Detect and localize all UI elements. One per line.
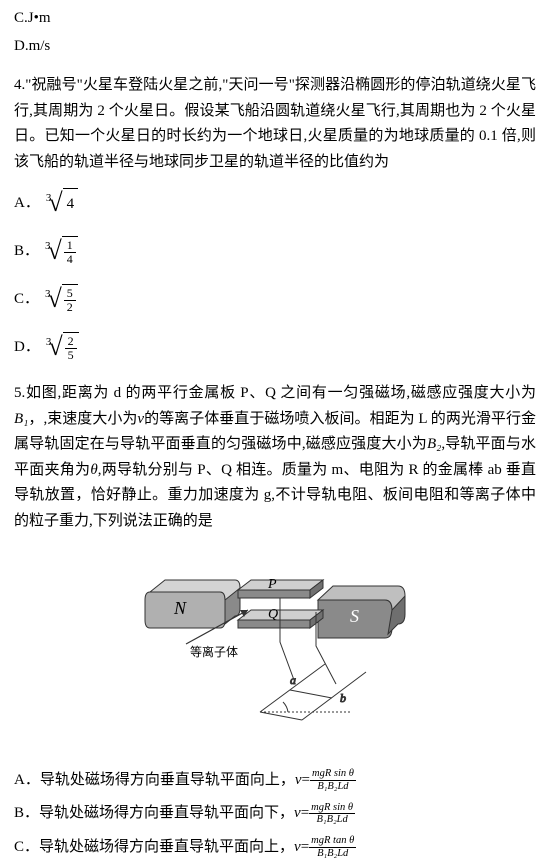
ans-a-eq: = (302, 768, 310, 794)
q5-answer-a: A．导轨处磁场得方向垂直导轨平面向上， v = mgR sin θ B₁B₂Ld (14, 768, 536, 794)
q5-p2: ,束速度大小为 (43, 411, 137, 427)
s-label: S (350, 606, 359, 626)
q5-p1: 5.如图,距离为 d 的两平行金属板 P、Q 之间有一匀强磁场,磁感应强度大小为 (14, 385, 536, 401)
q5-illustration: N S P Q 等离子体 (14, 552, 536, 742)
frac-num: 2 (65, 335, 77, 349)
frac-num: 1 (64, 239, 76, 253)
radical-sign: √ (48, 329, 62, 367)
q5-answer-c: C．导轨处磁场得方向垂直导轨平面向上， v = mgR tan θ B₁B₂Ld (14, 835, 536, 861)
p-label: P (267, 577, 277, 592)
q4-c-label: C． (14, 287, 39, 313)
q4-b-label: B． (14, 239, 39, 265)
ans-b-text: B．导轨处磁场得方向垂直导轨平面向下， (14, 801, 294, 827)
q4-option-d: D． 3 √ 2 5 (14, 329, 536, 367)
radical-d: 3 √ 2 5 (46, 329, 79, 367)
q5-text: 5.如图,距离为 d 的两平行金属板 P、Q 之间有一匀强磁场,磁感应强度大小为… (14, 381, 536, 534)
q4-d-label: D． (14, 335, 40, 361)
ans-b-den: B₁B₂Ld (317, 814, 348, 825)
ans-a-num: mgR sin θ (312, 768, 354, 779)
ans-c-text: C．导轨处磁场得方向垂直导轨平面向上， (14, 835, 294, 861)
n-label: N (173, 598, 187, 618)
q5-b2: B₂ (427, 436, 441, 452)
n-block: N (145, 580, 240, 628)
plasma-label: 等离子体 (190, 644, 238, 659)
ans-b-num: mgR sin θ (311, 802, 353, 813)
ans-c-frac: mgR tan θ B₁B₂Ld (309, 835, 356, 859)
ans-a-frac: mgR sin θ B₁B₂Ld (310, 768, 356, 792)
ans-b-frac: mgR sin θ B₁B₂Ld (309, 802, 355, 826)
q4-text: 4."祝融号"火星车登陆火星之前,"天问一号"探测器沿椭圆形的停泊轨道绕火星飞行… (14, 73, 536, 175)
ans-a-v: v (295, 768, 302, 794)
frac-den: 4 (64, 253, 76, 266)
ans-b-v: v (294, 801, 301, 827)
q5-answer-b: B．导轨处磁场得方向垂直导轨平面向下， v = mgR sin θ B₁B₂Ld (14, 801, 536, 827)
q4-option-b: B． 3 √ 1 4 (14, 233, 536, 271)
q4-option-a: A． 3 √ 4 (14, 185, 536, 223)
frac-num: 5 (64, 287, 76, 301)
radical-b: 3 √ 1 4 (45, 233, 78, 271)
q5-b1: B₁ (14, 411, 28, 427)
q4-a-label: A． (14, 191, 40, 217)
q5-theta: θ (90, 462, 97, 478)
b-label: b (340, 691, 346, 705)
ans-c-num: mgR tan θ (311, 835, 354, 846)
radical-sign: √ (48, 185, 62, 223)
q4-option-c: C． 3 √ 5 2 (14, 281, 536, 319)
fraction: 2 5 (65, 335, 77, 362)
radical-sign: √ (48, 233, 62, 271)
radicand-value: 4 (65, 192, 77, 218)
radicand: 2 5 (63, 332, 79, 364)
frac-den: 5 (65, 349, 77, 362)
s-block: S (318, 586, 405, 638)
fraction: 1 4 (64, 239, 76, 266)
ans-c-eq: = (301, 835, 309, 861)
ans-b-eq: = (301, 801, 309, 827)
option-d: D.m/s (14, 34, 536, 60)
radicand: 5 2 (62, 284, 78, 316)
radical-sign: √ (48, 281, 62, 319)
a-label: a (290, 673, 296, 687)
radicand: 1 4 (62, 236, 78, 268)
p-plate: P (238, 577, 323, 598)
q-label: Q (268, 607, 278, 622)
ans-a-text: A．导轨处磁场得方向垂直导轨平面向上， (14, 768, 295, 794)
ans-c-v: v (294, 835, 301, 861)
fraction: 5 2 (64, 287, 76, 314)
radicand: 4 (63, 188, 79, 220)
radical-a: 3 √ 4 (46, 185, 78, 223)
q5-comma1: ， (28, 411, 43, 427)
ans-a-den: B₁B₂Ld (317, 781, 348, 792)
frac-den: 2 (64, 301, 76, 314)
radical-c: 3 √ 5 2 (45, 281, 78, 319)
option-c: C.J•m (14, 6, 536, 32)
ans-c-den: B₁B₂Ld (317, 848, 348, 859)
inclined-rails: a b (260, 664, 366, 720)
